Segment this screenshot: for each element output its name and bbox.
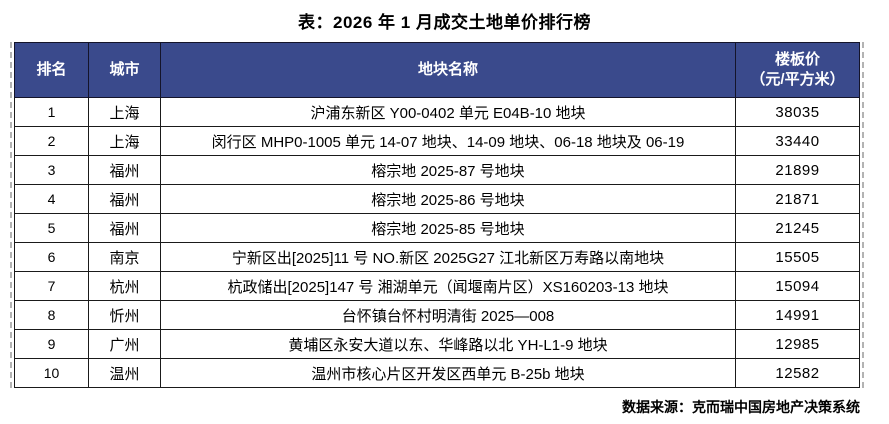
price-cell: 33440 (735, 126, 860, 156)
price-cell: 15094 (735, 271, 860, 301)
header-city-label: 城市 (109, 61, 140, 78)
land-price-table: 排名 城市 地块名称 楼板价 （元/平方米） 1 上海 沪浦东新区 Y00-0402… (14, 42, 860, 388)
price-cell: 21899 (735, 155, 860, 185)
city-cell: 上海 (88, 97, 161, 127)
rank-cell: 1 (14, 97, 89, 127)
rank-cell: 2 (14, 126, 89, 156)
table-row: 2 上海 闵行区 MHP0-1005 单元 14-07 地块、14-09 地块、06… (14, 126, 860, 156)
table-row: 7 杭州 杭政储出[2025]147 号 湘湖单元（闻堰南片区）XS160203-1… (14, 271, 860, 301)
city-cell: 忻州 (88, 300, 161, 330)
city-cell: 上海 (88, 126, 161, 156)
plot-name-cell: 台怀镇台怀村明清街 2025—008 (160, 300, 736, 330)
table-body: 1 上海 沪浦东新区 Y00-0402 单元 E04B-10 地块 38035 2 上海闵… (14, 97, 860, 388)
header-row: 排名 城市 地块名称 楼板价 （元/平方米） (14, 42, 860, 98)
table-row: 8 忻州 台怀镇台怀村明清街 2025—008 14991 (14, 300, 860, 330)
header-city: 城市 (88, 42, 161, 98)
header-rank: 排名 (14, 42, 89, 98)
table-row: 1 上海 沪浦东新区 Y00-0402 单元 E04B-10 地块 38035 (14, 97, 860, 127)
plot-name-cell: 沪浦东新区 Y00-0402 单元 E04B-10 地块 (160, 97, 736, 127)
rank-cell: 5 (14, 213, 89, 243)
rank-cell: 10 (14, 358, 89, 388)
table-row: 5 福州 榕宗地 2025-85 号地块 21245 (14, 213, 860, 243)
header-rank-label: 排名 (36, 61, 67, 78)
price-cell: 38035 (735, 97, 860, 127)
header-price: 楼板价 （元/平方米） (735, 42, 860, 98)
plot-name-cell: 宁新区出[2025]11 号 NO.新区 2025G27 江北新区万寿路以南地块 (160, 242, 736, 272)
data-source-note: 数据来源：克而瑞中国房地产决策系统 (622, 399, 860, 415)
city-cell: 杭州 (88, 271, 161, 301)
city-cell: 南京 (88, 242, 161, 272)
table-container: 排名 城市 地块名称 楼板价 （元/平方米） 1 上海 沪浦东新区 Y00-0402… (10, 42, 864, 388)
rank-cell: 4 (14, 184, 89, 214)
price-cell: 21245 (735, 213, 860, 243)
header-price-label-line2: （元/平方米） (750, 71, 845, 88)
rank-cell: 6 (14, 242, 89, 272)
city-cell: 福州 (88, 155, 161, 185)
city-cell: 福州 (88, 213, 161, 243)
plot-name-cell: 榕宗地 2025-86 号地块 (160, 184, 736, 214)
city-cell: 广州 (88, 329, 161, 359)
rank-cell: 9 (14, 329, 89, 359)
price-cell: 15505 (735, 242, 860, 272)
table-row: 6 南京 宁新区出[2025]11 号 NO.新区 2025G27 江北新区万寿路以… (14, 242, 860, 272)
table-row: 3 福州 榕宗地 2025-87 号地块 21899 (14, 155, 860, 185)
price-cell: 14991 (735, 300, 860, 330)
table-row: 9 广州 黄埔区永安大道以东、华峰路以北 YH-L1-9 地块 12985 (14, 329, 860, 359)
city-cell: 温州 (88, 358, 161, 388)
price-cell: 12985 (735, 329, 860, 359)
header-price-label-line1: 楼板价 (774, 51, 820, 68)
plot-name-cell: 黄埔区永安大道以东、华峰路以北 YH-L1-9 地块 (160, 329, 736, 359)
plot-name-cell: 闵行区 MHP0-1005 单元 14-07 地块、14-09 地块、06-18… (160, 126, 736, 156)
page-title: 表：2026 年 1 月成交土地单价排行榜 (298, 13, 591, 32)
price-cell: 21871 (735, 184, 860, 214)
plot-name-cell: 杭政储出[2025]147 号 湘湖单元（闻堰南片区）XS160203-13 地… (160, 271, 736, 301)
table-header: 排名 城市 地块名称 楼板价 （元/平方米） (14, 42, 860, 98)
header-plot-name-label: 地块名称 (417, 61, 478, 78)
table-row: 4 福州 榕宗地 2025-86 号地块 21871 (14, 184, 860, 214)
rank-cell: 3 (14, 155, 89, 185)
price-cell: 12582 (735, 358, 860, 388)
plot-name-cell: 温州市核心片区开发区西单元 B-25b 地块 (160, 358, 736, 388)
rank-cell: 8 (14, 300, 89, 330)
plot-name-cell: 榕宗地 2025-87 号地块 (160, 155, 736, 185)
city-cell: 福州 (88, 184, 161, 214)
header-plot-name: 地块名称 (160, 42, 736, 98)
table-row: 10 温州 温州市核心片区开发区西单元 B-25b 地块 12582 (14, 358, 860, 388)
plot-name-cell: 榕宗地 2025-85 号地块 (160, 213, 736, 243)
rank-cell: 7 (14, 271, 89, 301)
